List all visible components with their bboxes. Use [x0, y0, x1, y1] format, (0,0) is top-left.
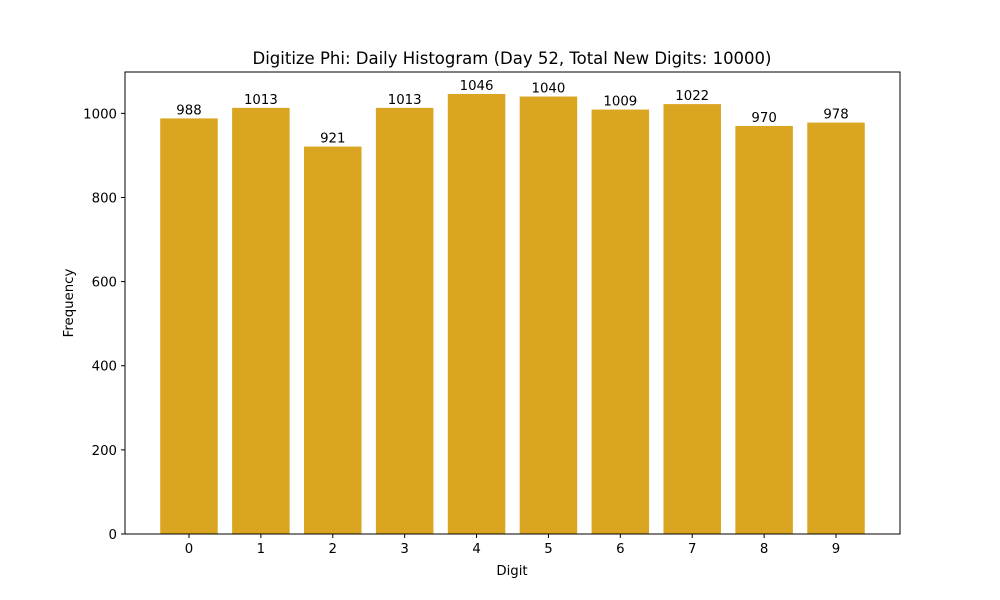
- x-tick-label: 2: [329, 542, 337, 557]
- bar-value-label: 1022: [675, 89, 709, 104]
- plot-area-frame: [124, 71, 901, 535]
- y-tick-label: 600: [92, 276, 117, 291]
- bar-value-label: 921: [320, 132, 345, 147]
- bar-digit-8: [735, 125, 793, 534]
- bar-digit-2: [304, 146, 362, 534]
- bar-value-label: 988: [176, 103, 201, 118]
- x-tick-label: 8: [760, 542, 768, 557]
- bar-digit-7: [663, 104, 721, 534]
- bar-digit-3: [375, 107, 434, 534]
- x-tick-label: 0: [185, 542, 193, 557]
- y-axis-ticks: 0 200 400 600 800 1000: [83, 107, 125, 543]
- x-axis-ticks: 0 1 2 3 4 5 6 7 8 9: [185, 534, 840, 557]
- y-tick-label: 1000: [83, 107, 117, 122]
- bars-group: [160, 94, 865, 535]
- bar-value-label: 1040: [532, 82, 566, 97]
- x-tick-label: 3: [400, 542, 408, 557]
- bar-digit-4: [447, 94, 506, 534]
- bar-value-labels: 988 1013 921 1013 1046 1040 1009 1022 970 978: [176, 79, 848, 147]
- x-tick-label: 7: [688, 542, 696, 557]
- bar-value-label: 1013: [388, 93, 422, 108]
- x-tick-label: 1: [257, 542, 265, 557]
- bar-value-label: 970: [751, 111, 776, 126]
- bar-value-label: 1009: [603, 95, 637, 110]
- y-tick-label: 800: [92, 191, 117, 206]
- chart-title: Digitize Phi: Daily Histogram (Day 52, T…: [253, 49, 772, 68]
- x-tick-label: 5: [544, 542, 552, 557]
- y-tick-label: 200: [92, 444, 117, 459]
- bar-digit-0: [160, 118, 218, 534]
- y-axis-label: Frequency: [62, 269, 77, 338]
- x-tick-label: 6: [616, 542, 624, 557]
- bar-value-label: 1013: [244, 93, 278, 108]
- y-tick-label: 400: [92, 360, 117, 375]
- bar-digit-6: [591, 109, 650, 534]
- y-tick-label: 0: [109, 528, 117, 543]
- x-tick-label: 9: [832, 542, 840, 557]
- x-tick-label: 4: [472, 542, 480, 557]
- bar-digit-5: [519, 96, 578, 535]
- x-axis-label: Digit: [496, 564, 527, 579]
- bar-digit-9: [807, 122, 865, 534]
- bar-value-label: 1046: [460, 79, 494, 94]
- bar-value-label: 978: [823, 108, 848, 123]
- bar-digit-1: [232, 107, 290, 534]
